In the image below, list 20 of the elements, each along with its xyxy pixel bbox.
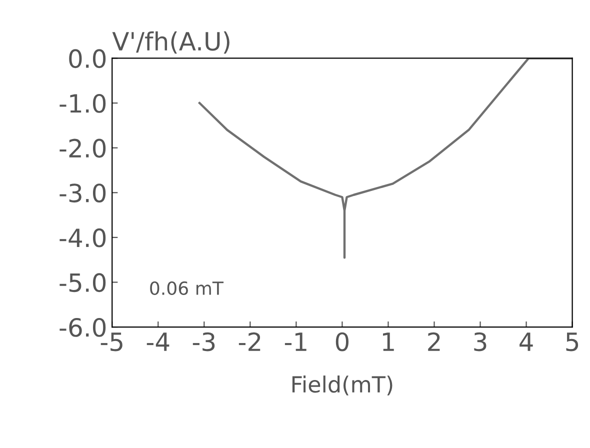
x-axis-title: Field(mT) <box>292 376 392 396</box>
x-tick-label: 1 <box>383 332 394 351</box>
y-tick-label: -2.0 <box>60 138 106 158</box>
y-tick-label: -5.0 <box>60 273 106 292</box>
x-tick-label: -2 <box>238 332 260 351</box>
y-tick-label: -1.0 <box>60 94 106 113</box>
x-tick-label: -4 <box>146 332 170 351</box>
annotation: 0.06 mT <box>150 281 224 296</box>
x-tick-label: -3 <box>192 332 215 352</box>
y-tick-label: -3.0 <box>60 184 106 202</box>
x-tick-label: 3 <box>474 332 486 352</box>
x-tick-label: 2 <box>428 332 440 351</box>
x-tick-label: 5 <box>566 332 578 352</box>
line-series <box>198 58 572 259</box>
x-tick-label: 4 <box>520 332 533 351</box>
x-tick-label: 0 <box>336 332 348 352</box>
y-tick-label: 0.0 <box>69 49 106 68</box>
x-tick-label: -1 <box>284 332 306 351</box>
y-axis-title: V'/fh(A.U) <box>112 31 230 54</box>
y-tick-label: -4.0 <box>60 228 106 248</box>
